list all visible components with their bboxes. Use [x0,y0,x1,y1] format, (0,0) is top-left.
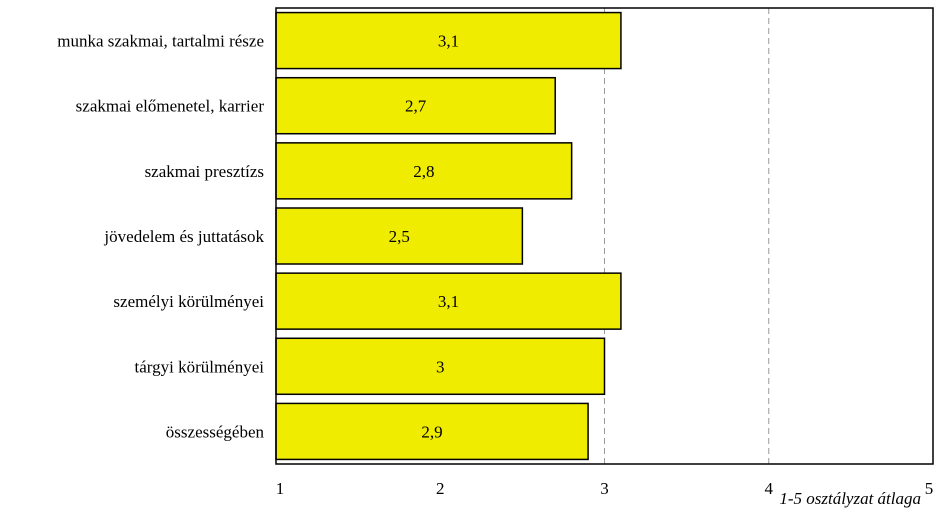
bar-value-label-3: 2,8 [413,162,434,181]
x-tick-label-3: 3 [600,479,609,498]
category-label-3: szakmai presztízs [145,162,264,181]
x-tick-label-1: 1 [276,479,285,498]
category-label-4: jövedelem és juttatások [103,227,264,246]
bar-value-label-6: 3 [436,357,445,376]
bar-value-label-4: 2,5 [389,227,410,246]
bar-1 [275,11,622,70]
category-label-1: munka szakmai, tartalmi része [57,32,264,51]
x-tick-label-5: 5 [925,479,934,498]
x-axis-title: 1-5 osztályzat átlaga [779,489,921,508]
x-axis-ticks: 1 2 3 4 5 [276,479,934,498]
bars: 3,1 2,7 2,8 2,5 3,1 3 2,9 [275,11,622,461]
x-tick-label-2: 2 [436,479,445,498]
x-tick-label-4: 4 [765,479,774,498]
bar-value-label-7: 2,9 [421,422,442,441]
bar-value-label-1: 3,1 [438,32,459,51]
category-label-7: összességében [166,422,265,441]
category-label-6: tárgyi körülményei [134,357,264,376]
category-labels: munka szakmai, tartalmi része szakmai elő… [57,32,264,442]
plot-frame [275,7,934,465]
bar-value-label-5: 3,1 [438,292,459,311]
category-label-2: szakmai előmenetel, karrier [76,97,265,116]
bar-2 [275,76,556,135]
category-label-5: személyi körülményei [113,292,264,311]
bar-value-label-2: 2,7 [405,97,427,116]
gridlines [604,8,770,464]
bar-3 [275,142,573,200]
